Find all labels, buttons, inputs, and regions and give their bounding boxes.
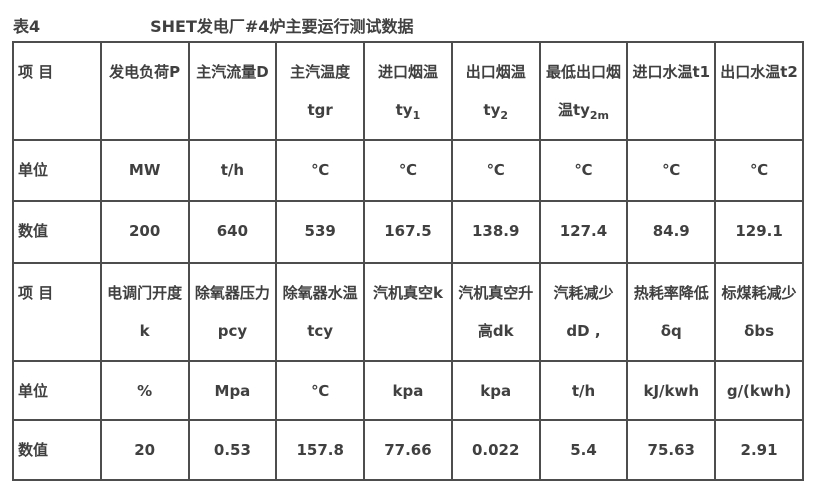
value-cell: 75.63 xyxy=(626,419,717,481)
value-cell: 157.8 xyxy=(275,419,366,481)
header-cell-steam-flow: 主汽流量D xyxy=(187,41,278,141)
unit-cell: ℃ xyxy=(450,139,541,202)
page-title: SHET发电厂#4炉主要运行测试数据 xyxy=(150,17,414,36)
header-cell-outlet-water-temp: 出口水温t2 xyxy=(714,41,804,141)
table-number-label: 表4 xyxy=(13,17,41,36)
row-label-values: 数值 xyxy=(12,419,102,481)
header-subscript: 1 xyxy=(412,109,421,122)
value-cell: 200 xyxy=(99,200,190,264)
unit-cell: ℃ xyxy=(626,139,717,202)
unit-cell: t/h xyxy=(187,139,278,202)
header-cell-outlet-flue-temp: 出口烟温ty2 xyxy=(450,41,541,141)
value-cell: 640 xyxy=(187,200,278,264)
value-cell: 127.4 xyxy=(538,200,629,264)
header-text: 出口烟温ty xyxy=(465,63,526,119)
value-cell: 2.91 xyxy=(714,419,804,481)
header-cell-turbine-vacuum: 汽机真空k xyxy=(363,262,453,362)
unit-cell: % xyxy=(99,360,190,421)
unit-cell: t/h xyxy=(538,360,629,421)
header-cell-valve-opening: 电调门开度k xyxy=(99,262,190,362)
header-cell-steam-saving: 汽耗减少 dD , xyxy=(538,262,629,362)
row-label-units: 单位 xyxy=(12,139,102,202)
unit-cell: ℃ xyxy=(714,139,804,202)
table-row-units-1: 单位 MW t/h ℃ ℃ ℃ ℃ ℃ ℃ xyxy=(12,139,804,202)
table-caption: 表4 SHET发电厂#4炉主要运行测试数据 xyxy=(0,0,814,41)
value-cell: 539 xyxy=(275,200,366,264)
row-label-items: 项 目 xyxy=(12,41,102,141)
unit-cell: g/(kwh) xyxy=(714,360,804,421)
header-cell-deaerator-pressure: 除氧器压力 pcy xyxy=(187,262,278,362)
data-table: 项 目 发电负荷P 主汽流量D 主汽温度tgr 进口烟温ty1 出口烟温ty2 … xyxy=(12,41,804,481)
value-cell: 167.5 xyxy=(363,200,453,264)
row-label-values: 数值 xyxy=(12,200,102,264)
header-text: 最低出口烟 温ty xyxy=(545,63,621,119)
table-row-values-2: 数值 20 0.53 157.8 77.66 0.022 5.4 75.63 2… xyxy=(12,419,804,481)
value-cell: 20 xyxy=(99,419,190,481)
header-subscript: 2m xyxy=(589,109,610,122)
value-cell: 84.9 xyxy=(626,200,717,264)
header-cell-deaerator-water-temp: 除氧器水温 tcy xyxy=(275,262,366,362)
unit-cell: ℃ xyxy=(538,139,629,202)
unit-cell: kpa xyxy=(363,360,453,421)
unit-cell: Mpa xyxy=(187,360,278,421)
unit-cell: kJ/kwh xyxy=(626,360,717,421)
value-cell: 0.53 xyxy=(187,419,278,481)
header-cell-load: 发电负荷P xyxy=(99,41,190,141)
header-subscript: 2 xyxy=(500,109,509,122)
header-cell-inlet-water-temp: 进口水温t1 xyxy=(626,41,717,141)
value-cell: 129.1 xyxy=(714,200,804,264)
row-label-items: 项 目 xyxy=(12,262,102,362)
header-cell-min-outlet-flue-temp: 最低出口烟 温ty2m xyxy=(538,41,629,141)
table-row-units-2: 单位 % Mpa ℃ kpa kpa t/h kJ/kwh g/(kwh) xyxy=(12,360,804,421)
value-cell: 5.4 xyxy=(538,419,629,481)
unit-cell: ℃ xyxy=(363,139,453,202)
value-cell: 77.66 xyxy=(363,419,453,481)
row-label-units: 单位 xyxy=(12,360,102,421)
header-cell-vacuum-rise: 汽机真空升 高dk xyxy=(450,262,541,362)
header-cell-heat-rate-reduction: 热耗率降低 δq xyxy=(626,262,717,362)
header-cell-steam-temp: 主汽温度tgr xyxy=(275,41,366,141)
value-cell: 0.022 xyxy=(450,419,541,481)
unit-cell: ℃ xyxy=(275,360,366,421)
table-row-items-2: 项 目 电调门开度k 除氧器压力 pcy 除氧器水温 tcy 汽机真空k 汽机真… xyxy=(12,262,804,362)
header-cell-coal-saving: 标煤耗减少 δbs xyxy=(714,262,804,362)
unit-cell: MW xyxy=(99,139,190,202)
header-cell-inlet-flue-temp: 进口烟温ty1 xyxy=(363,41,453,141)
header-text: 进口烟温ty xyxy=(377,63,438,119)
table-row-values-1: 数值 200 640 539 167.5 138.9 127.4 84.9 12… xyxy=(12,200,804,264)
value-cell: 138.9 xyxy=(450,200,541,264)
table-row-items-1: 项 目 发电负荷P 主汽流量D 主汽温度tgr 进口烟温ty1 出口烟温ty2 … xyxy=(12,41,804,141)
unit-cell: kpa xyxy=(450,360,541,421)
unit-cell: ℃ xyxy=(275,139,366,202)
